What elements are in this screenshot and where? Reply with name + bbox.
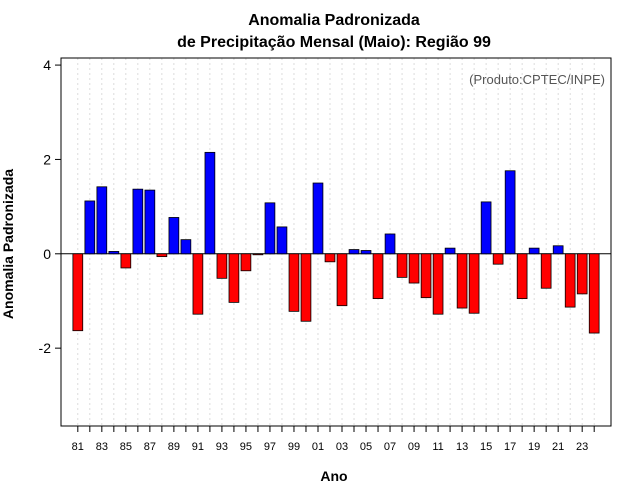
bar-06: [372, 253, 384, 300]
x-tick-label: 99: [288, 441, 300, 453]
x-tick-label: 13: [456, 441, 468, 453]
bar-81: [72, 253, 84, 332]
bar-95: [240, 253, 252, 272]
bar-82: [84, 200, 96, 255]
bar-20: [540, 253, 552, 289]
credit-label: (Produto:CPTEC/INPE): [469, 72, 605, 87]
x-tick-label: 85: [120, 441, 132, 453]
y-tick-label: -2: [39, 340, 52, 356]
bars-group: [72, 151, 600, 334]
grid-lines: [77, 58, 595, 426]
y-tick-label: 0: [43, 246, 51, 262]
bar-01: [312, 182, 324, 255]
y-axis-label: Anomalia Padronizada: [0, 169, 16, 319]
y-axis: -2 0 2 4: [39, 57, 61, 356]
x-tick-label: 83: [96, 441, 108, 453]
x-axis-label: Ano: [320, 468, 347, 484]
bar-92: [204, 151, 216, 255]
x-tick-label: 17: [504, 441, 516, 453]
bar-10: [420, 253, 432, 299]
x-tick-label: 93: [216, 441, 228, 453]
bar-23: [576, 253, 588, 295]
bar-13: [456, 253, 468, 309]
x-tick-label: 23: [576, 441, 588, 453]
bar-19: [528, 247, 540, 255]
x-tick-label: 07: [384, 441, 396, 453]
plot-frame: [60, 57, 612, 427]
bar-97: [264, 202, 276, 255]
bar-96: [252, 253, 264, 256]
x-tick-label: 19: [528, 441, 540, 453]
bar-11: [432, 253, 444, 315]
bar-24: [588, 253, 600, 334]
bar-21: [552, 245, 564, 255]
x-tick-label: 81: [72, 441, 84, 453]
bar-08: [396, 253, 408, 278]
bar-85: [120, 253, 132, 269]
bar-83: [96, 186, 108, 255]
bar-18: [516, 253, 528, 300]
x-tick-label: 21: [552, 441, 564, 453]
bar-99: [288, 253, 300, 312]
bar-15: [480, 201, 492, 255]
x-tick-label: 09: [408, 441, 420, 453]
bar-22: [564, 253, 576, 308]
x-tick-label: 05: [360, 441, 372, 453]
x-tick-label: 01: [312, 441, 324, 453]
bar-03: [336, 253, 348, 307]
bar-00: [300, 253, 312, 322]
bar-98: [276, 226, 288, 255]
bar-84: [108, 251, 120, 255]
bar-88: [156, 253, 168, 258]
chart-title: Anomalia Padronizada: [248, 12, 420, 29]
bar-09: [408, 253, 420, 284]
bar-94: [228, 253, 240, 303]
x-tick-label: 97: [264, 441, 276, 453]
bar-91: [192, 253, 204, 315]
bar-87: [144, 189, 156, 255]
bar-17: [504, 170, 516, 255]
bar-86: [132, 188, 144, 255]
bar-02: [324, 253, 336, 263]
x-tick-label: 89: [168, 441, 180, 453]
bar-90: [180, 239, 192, 255]
x-tick-label: 11: [432, 441, 443, 453]
y-tick-label: 4: [43, 57, 51, 73]
y-tick-label: 2: [43, 151, 51, 167]
bar-16: [492, 253, 504, 265]
bar-89: [168, 217, 180, 255]
x-tick-label: 95: [240, 441, 252, 453]
bar-05: [360, 250, 372, 255]
chart-subtitle: de Precipitação Mensal (Maio): Região 99: [177, 34, 491, 51]
bar-12: [444, 247, 456, 255]
bar-93: [216, 253, 228, 279]
x-axis: 81 83 85 87 89 91 93 95 97 99 01 03 05 07 09 11 13 15 17 19…: [72, 426, 595, 453]
bar-14: [468, 253, 480, 314]
x-tick-label: 91: [192, 441, 204, 453]
bar-07: [384, 233, 396, 255]
x-tick-label: 15: [480, 441, 492, 453]
x-tick-label: 03: [336, 441, 348, 453]
bar-04: [348, 249, 360, 255]
x-tick-label: 87: [144, 441, 156, 453]
